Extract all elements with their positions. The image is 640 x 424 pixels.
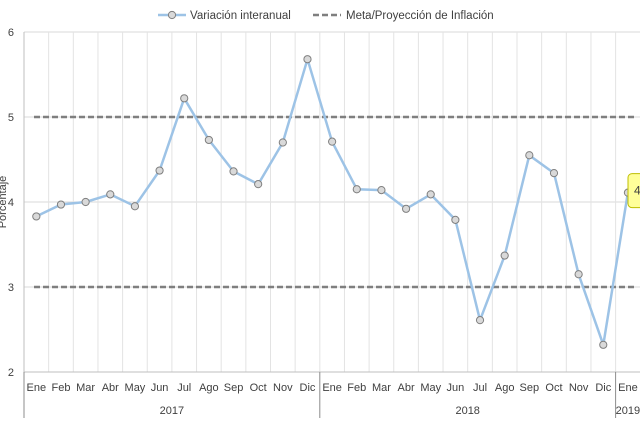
x-tick-label: Ago [199,382,219,394]
x-tick-label: May [420,382,441,394]
x-tick-label: Jun [447,382,465,394]
callout-label: 4 [634,184,640,198]
x-tick-label: Jul [177,382,191,394]
data-point [475,316,485,325]
year-label: 2018 [455,405,479,417]
legend-marker-variacion [167,10,177,20]
x-tick-label: Ene [27,382,47,394]
data-point [81,197,90,207]
x-axis: Ene Feb Mar Abr May Jun Jul Ago Sep Oct Nov Dic Ene F… [23,371,640,418]
x-tick-label: Dic [300,382,316,394]
data-point [328,137,337,146]
data-point [130,202,140,211]
data-point [106,190,115,199]
x-tick-label: Sep [224,382,244,394]
data-point [401,204,411,213]
y-tick-label: 6 [8,27,14,39]
x-tick-label: Abr [398,382,415,394]
data-point [352,185,361,194]
year-label: 2017 [160,405,184,417]
y-tick-label: 4 [8,197,14,209]
legend-label-variacion: Variación interanual [190,10,291,22]
x-tick-label: Oct [250,382,267,394]
x-tick-label: Mar [372,382,391,394]
series-variacion [32,55,633,349]
y-tick-label: 5 [8,112,14,124]
x-tick-label: Nov [273,382,293,394]
x-tick-label: Oct [545,382,562,394]
target-bands [34,115,635,289]
x-tick-label: May [125,382,146,394]
x-tick-label: Dic [595,382,611,394]
data-point [303,55,312,64]
x-tick-label: Ago [495,382,515,394]
y-axis-label: Porcentaje [0,176,9,229]
data-point [599,340,608,349]
data-point [155,166,164,175]
x-tick-label: Feb [347,382,366,394]
x-tick-label: Ene [322,382,342,394]
data-point [278,138,287,147]
data-point [229,167,238,176]
x-tick-label: Feb [51,382,70,394]
data-point [377,186,386,195]
year-label: 2019 [616,405,640,417]
callout-box [627,173,640,209]
data-point [525,151,534,160]
y-tick-label: 3 [8,282,14,294]
data-point [500,251,509,260]
data-point [549,169,559,178]
data-point [574,270,583,279]
data-point [180,94,189,103]
data-point [56,200,66,209]
x-tick-label: Nov [569,382,589,394]
data-point [426,190,435,199]
legend: Variación interanual Meta/Proyección de … [158,10,494,22]
data-point [204,135,213,145]
data-point [254,180,263,189]
x-tick-label: Ene [618,382,638,394]
legend-label-meta: Meta/Proyección de Inflación [346,10,494,22]
x-tick-label: Abr [102,382,119,394]
x-tick-label: Mar [76,382,95,394]
x-tick-label: Jul [473,382,487,394]
y-tick-label: 2 [8,367,14,379]
y-axis: 2 3 4 5 6 Porcentaje [0,27,25,379]
data-callout: 4 [627,173,640,209]
gridlines [24,31,640,373]
data-point [451,215,460,224]
data-point [32,212,41,221]
x-tick-label: Jun [151,382,169,394]
x-tick-label: Sep [520,382,540,394]
